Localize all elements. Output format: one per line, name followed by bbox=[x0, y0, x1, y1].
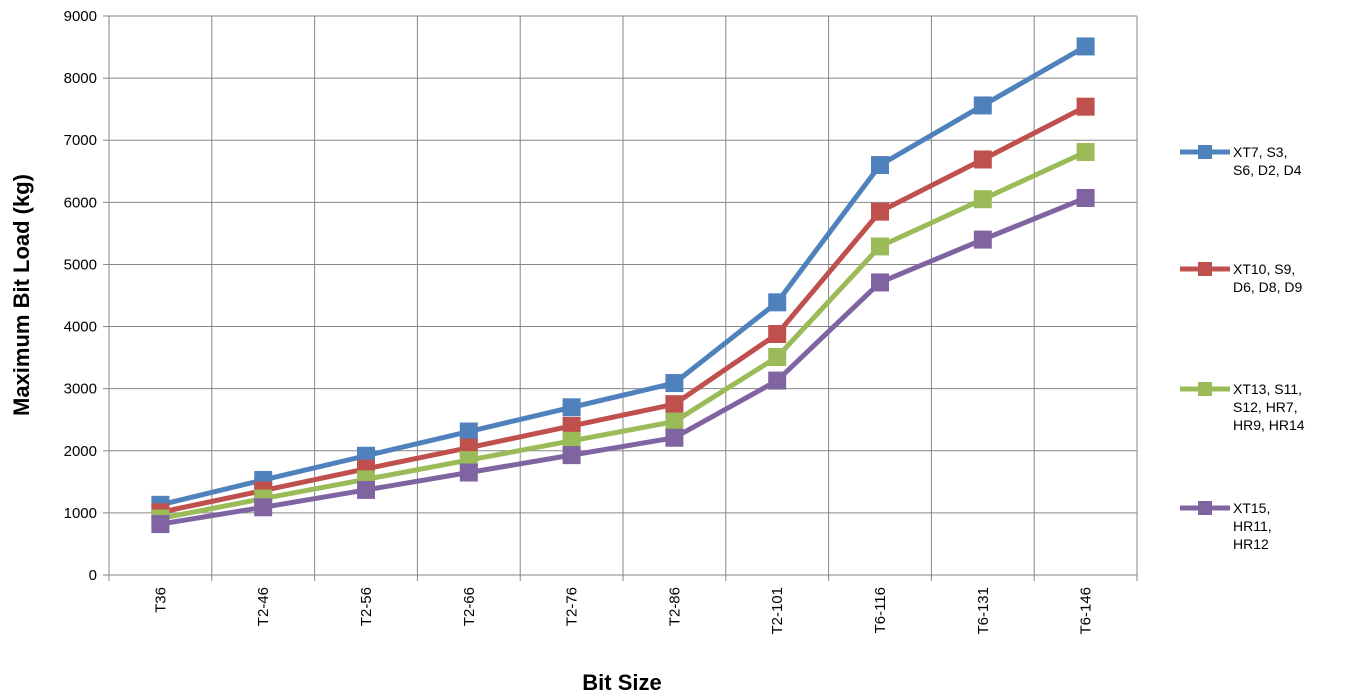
x-tick-label: T2-46 bbox=[255, 587, 272, 626]
data-point bbox=[562, 431, 581, 450]
legend-label: XT15, bbox=[1233, 500, 1270, 516]
data-point bbox=[768, 325, 787, 344]
legend-label: HR11, bbox=[1233, 518, 1272, 534]
y-tick-label: 6000 bbox=[64, 194, 97, 211]
data-point bbox=[973, 150, 992, 169]
x-tick-label: T6-116 bbox=[872, 587, 889, 633]
data-point bbox=[973, 230, 992, 249]
data-point bbox=[665, 374, 684, 393]
series-line bbox=[159, 44, 1087, 508]
data-point bbox=[562, 398, 581, 417]
y-tick-label: 4000 bbox=[64, 319, 97, 336]
y-tick-label: 0 bbox=[89, 567, 97, 584]
x-axis-title: Bit Size bbox=[582, 670, 661, 695]
legend-marker bbox=[1198, 262, 1212, 276]
legend-label: HR12 bbox=[1233, 536, 1269, 552]
legend-marker bbox=[1198, 501, 1212, 515]
data-point bbox=[973, 96, 992, 115]
legend-item-1: XT7, S3, S6, D2, D4 bbox=[1180, 144, 1302, 178]
y-tick-labels: 0 1000 2000 3000 4000 5000 6000 7000 8000 9000 bbox=[64, 8, 97, 584]
y-tick-label: 2000 bbox=[64, 443, 97, 460]
y-tick-label: 7000 bbox=[64, 132, 97, 149]
series-2 bbox=[151, 97, 1095, 522]
x-tick-label: T6-131 bbox=[975, 587, 992, 635]
data-point bbox=[871, 237, 889, 256]
y-tick-label: 8000 bbox=[64, 70, 97, 87]
data-point bbox=[665, 428, 684, 447]
legend-label: D6, D8, D9 bbox=[1233, 279, 1302, 295]
data-point bbox=[459, 463, 478, 482]
legend-item-3: XT13, S11, S12, HR7, HR9, HR14 bbox=[1180, 381, 1305, 433]
data-point bbox=[562, 416, 581, 435]
legend-marker bbox=[1198, 145, 1212, 159]
x-tick-label: T36 bbox=[152, 587, 169, 613]
legend-item-4: XT15, HR11, HR12 bbox=[1180, 500, 1272, 552]
x-tick-labels: T36 T2-46 T2-56 T2-66 T2-76 T2-86 T2-101 T6-116… bbox=[152, 587, 1094, 635]
data-point bbox=[871, 202, 889, 221]
legend-label: XT10, S9, bbox=[1233, 261, 1295, 277]
data-point bbox=[973, 190, 992, 209]
grid-lines bbox=[109, 15, 1138, 575]
y-tick-label: 9000 bbox=[64, 8, 97, 25]
y-axis-title: Maximum Bit Load (kg) bbox=[9, 174, 34, 416]
series-line bbox=[159, 104, 1087, 515]
x-tick-label: T2-56 bbox=[358, 587, 375, 626]
series-group bbox=[151, 37, 1095, 534]
data-point bbox=[871, 273, 889, 292]
legend-label: HR9, HR14 bbox=[1233, 417, 1305, 433]
x-tick-label: T2-86 bbox=[666, 587, 683, 626]
data-point bbox=[1076, 188, 1095, 207]
data-point bbox=[562, 446, 581, 465]
data-point bbox=[357, 480, 375, 499]
x-tick-label: T2-101 bbox=[769, 587, 786, 635]
y-tick-label: 5000 bbox=[64, 256, 97, 273]
axes bbox=[103, 15, 1138, 581]
data-point bbox=[665, 395, 684, 414]
legend-label: S12, HR7, bbox=[1233, 399, 1298, 415]
y-tick-label: 3000 bbox=[64, 381, 97, 398]
series-line bbox=[159, 149, 1087, 521]
x-tick-label: T2-66 bbox=[461, 587, 478, 626]
y-tick-label: 1000 bbox=[64, 505, 97, 522]
data-point bbox=[1076, 97, 1095, 116]
data-point bbox=[768, 293, 787, 312]
x-tick-label: T2-76 bbox=[564, 587, 581, 626]
series-3 bbox=[151, 143, 1095, 528]
legend-marker bbox=[1198, 382, 1212, 396]
legend-label: S6, D2, D4 bbox=[1233, 162, 1302, 178]
data-point bbox=[871, 156, 889, 175]
data-point bbox=[665, 412, 684, 431]
x-tick-label: T6-146 bbox=[1078, 587, 1095, 635]
legend-label: XT7, S3, bbox=[1233, 144, 1287, 160]
data-point bbox=[1076, 37, 1095, 56]
data-point bbox=[459, 422, 478, 441]
legend-item-2: XT10, S9, D6, D8, D9 bbox=[1180, 261, 1302, 295]
series-line bbox=[159, 195, 1087, 527]
data-point bbox=[151, 515, 170, 534]
data-point bbox=[768, 347, 787, 366]
data-point bbox=[768, 371, 787, 390]
legend-label: XT13, S11, bbox=[1233, 381, 1302, 397]
data-point bbox=[254, 498, 273, 517]
series-4 bbox=[151, 188, 1095, 534]
data-point bbox=[1076, 143, 1095, 162]
